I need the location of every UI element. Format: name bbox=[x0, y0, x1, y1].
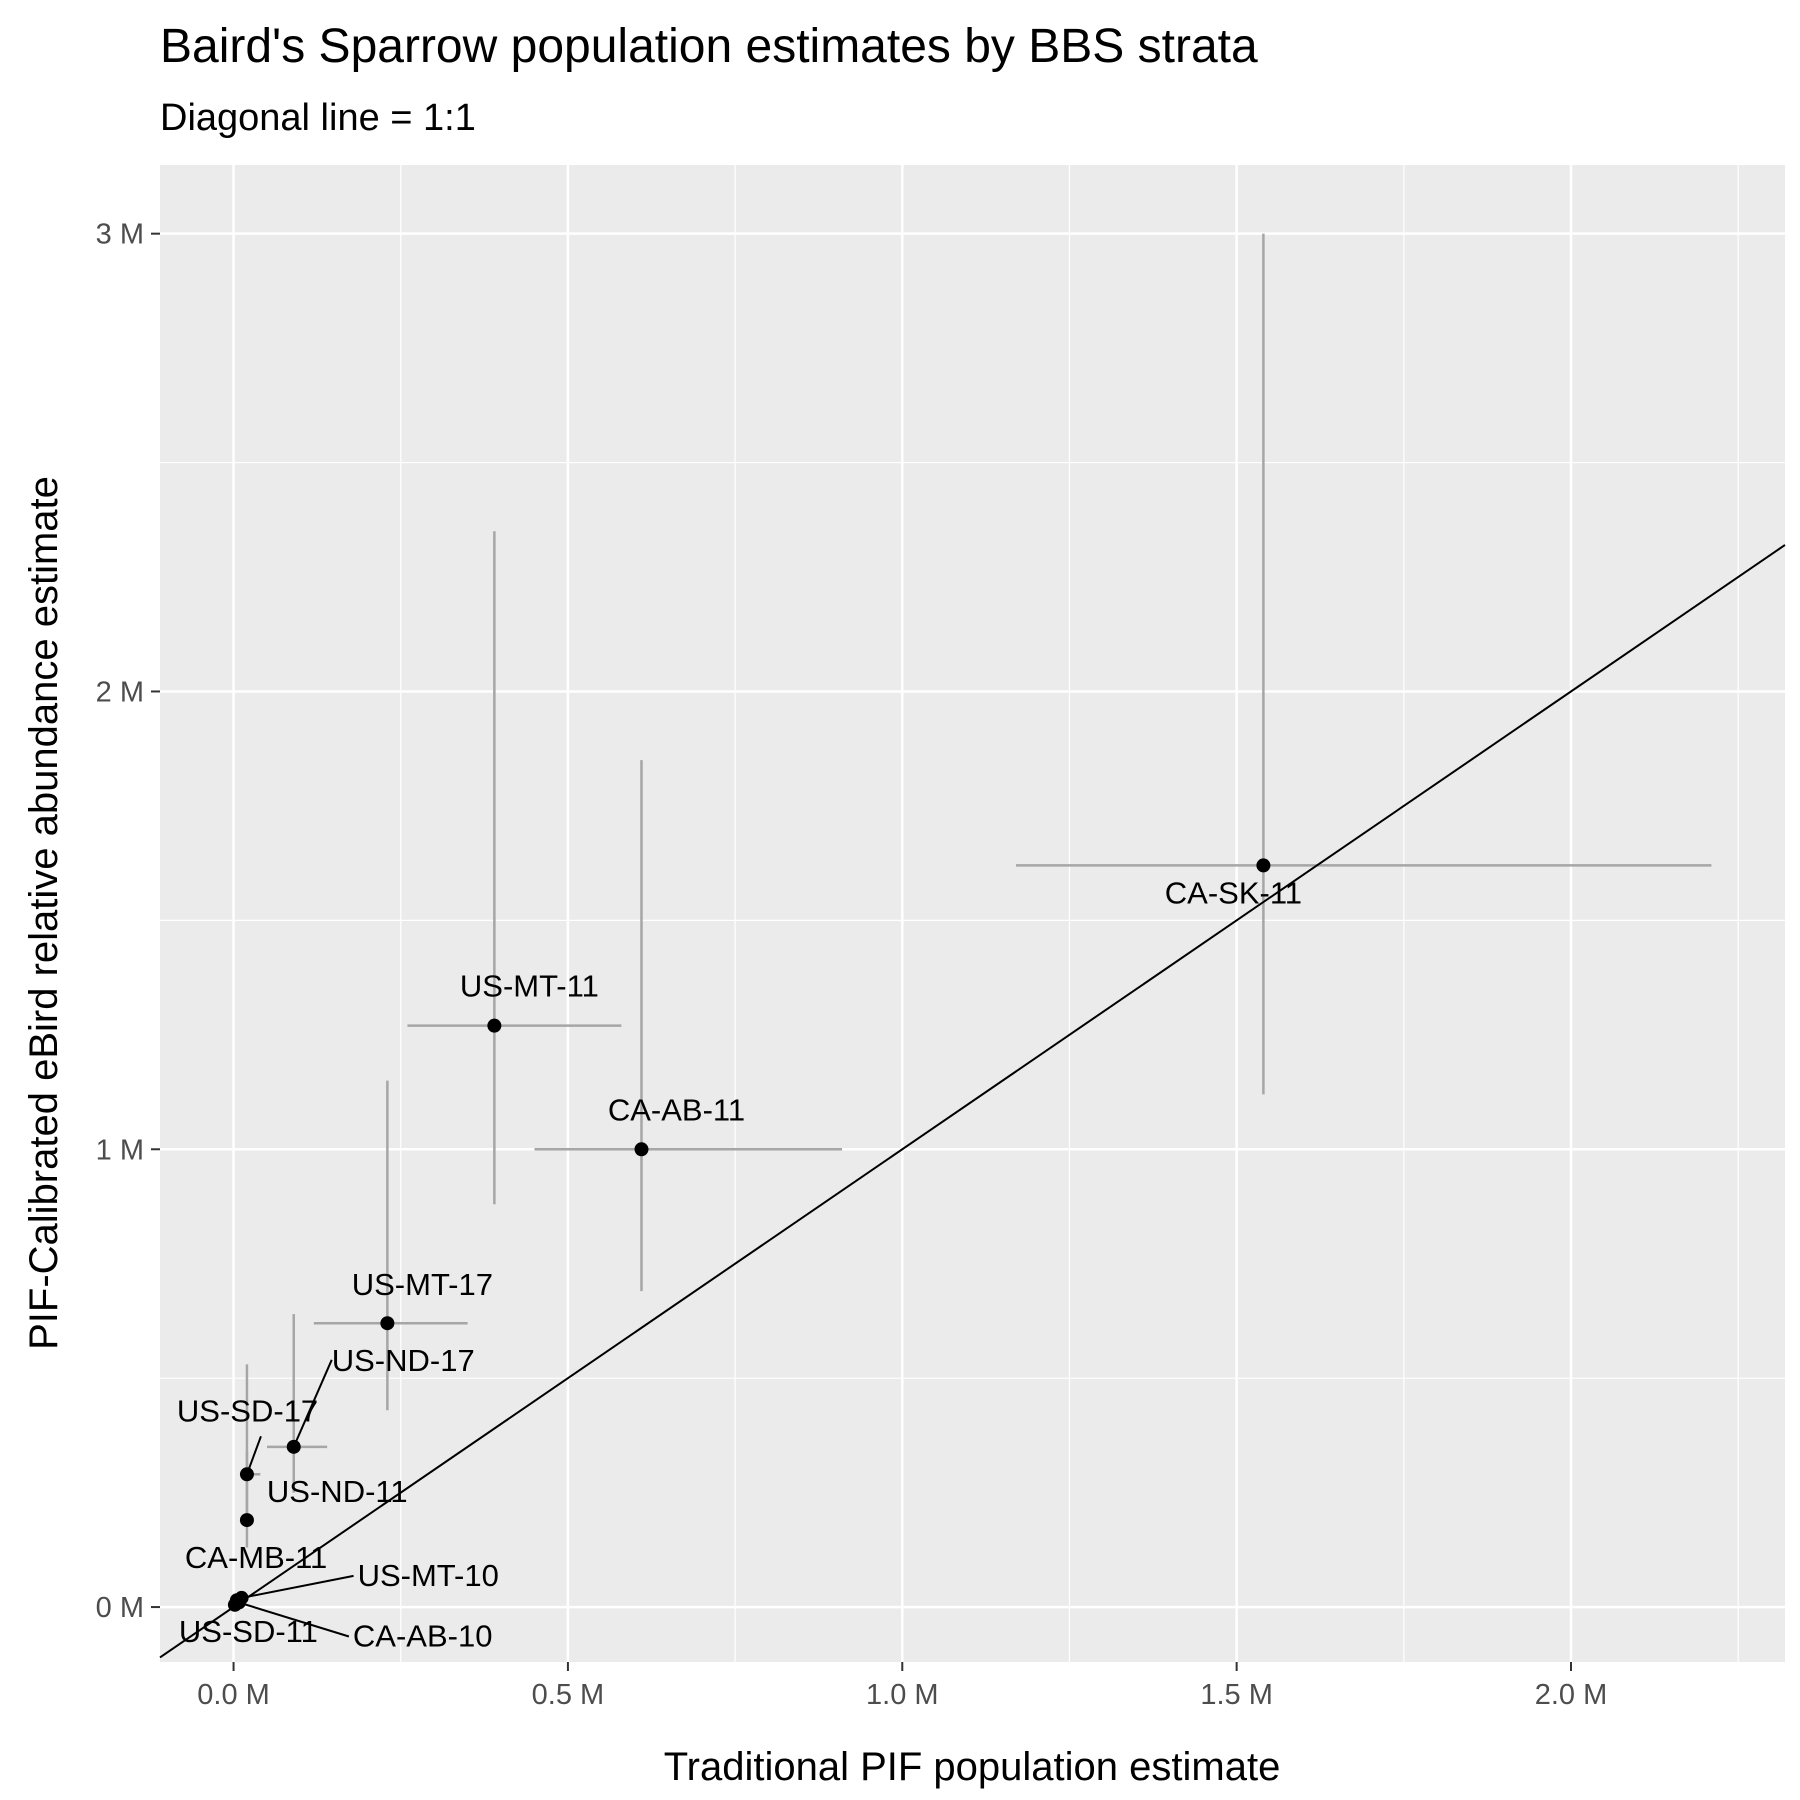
one-to-one-line bbox=[159, 544, 1786, 1659]
data-point bbox=[1256, 858, 1271, 873]
major-gridlines bbox=[160, 165, 1785, 1662]
x-axis-ticks: 0.0 M 0.5 M 1.0 M 1.5 M 2.0 M bbox=[197, 1662, 1607, 1711]
label-leader-lines bbox=[238, 1359, 354, 1638]
point-label: US-SD-11 bbox=[179, 1614, 318, 1649]
y-tick-label: 1 M bbox=[96, 1134, 144, 1166]
data-point bbox=[634, 1142, 649, 1157]
point-label: US-MT-17 bbox=[352, 1267, 493, 1302]
chart-title: Baird's Sparrow population estimates by … bbox=[160, 20, 1258, 73]
data-point bbox=[286, 1439, 301, 1454]
point-label: US-ND-17 bbox=[332, 1343, 475, 1378]
point-label: CA-MB-11 bbox=[185, 1540, 327, 1575]
x-tick-label: 0.0 M bbox=[197, 1679, 270, 1711]
x-tick-label: 1.0 M bbox=[866, 1679, 939, 1711]
point-label: CA-SK-11 bbox=[1165, 875, 1302, 910]
chart-subtitle: Diagonal line = 1:1 bbox=[160, 97, 476, 139]
point-label: CA-AB-10 bbox=[353, 1618, 493, 1653]
data-point bbox=[231, 1595, 246, 1610]
y-tick-label: 0 M bbox=[96, 1592, 144, 1624]
label-leader-line bbox=[292, 1359, 333, 1448]
point-label: US-MT-11 bbox=[460, 969, 599, 1004]
data-point bbox=[239, 1467, 254, 1482]
error-bars bbox=[240, 233, 1712, 1548]
point-label: US-MT-10 bbox=[358, 1558, 499, 1593]
plot-panel bbox=[160, 165, 1785, 1662]
y-axis-title: PIF-Calibrated eBird relative abundance … bbox=[22, 476, 66, 1350]
point-label: US-SD-17 bbox=[177, 1393, 318, 1428]
x-tick-label: 1.5 M bbox=[1200, 1679, 1273, 1711]
label-leader-line bbox=[238, 1601, 350, 1638]
data-point bbox=[239, 1513, 254, 1528]
data-point bbox=[487, 1018, 502, 1033]
data-point bbox=[380, 1316, 395, 1331]
point-label: CA-AB-11 bbox=[608, 1092, 745, 1127]
label-leader-line bbox=[241, 1574, 354, 1599]
x-tick-label: 0.5 M bbox=[532, 1679, 605, 1711]
x-axis-title: Traditional PIF population estimate bbox=[664, 1745, 1281, 1789]
point-label: US-ND-11 bbox=[267, 1474, 408, 1509]
data-points bbox=[227, 858, 1271, 1612]
y-tick-label: 3 M bbox=[96, 219, 144, 251]
x-tick-label: 2.0 M bbox=[1535, 1679, 1608, 1711]
minor-gridlines bbox=[160, 165, 1785, 1662]
y-tick-label: 2 M bbox=[96, 676, 144, 708]
y-axis-ticks: 0 M 1 M 2 M 3 M bbox=[96, 219, 160, 1624]
point-labels: CA-SK-11 US-MT-11 CA-AB-11 US-MT-17 US-ND-17… bbox=[177, 875, 1302, 1653]
